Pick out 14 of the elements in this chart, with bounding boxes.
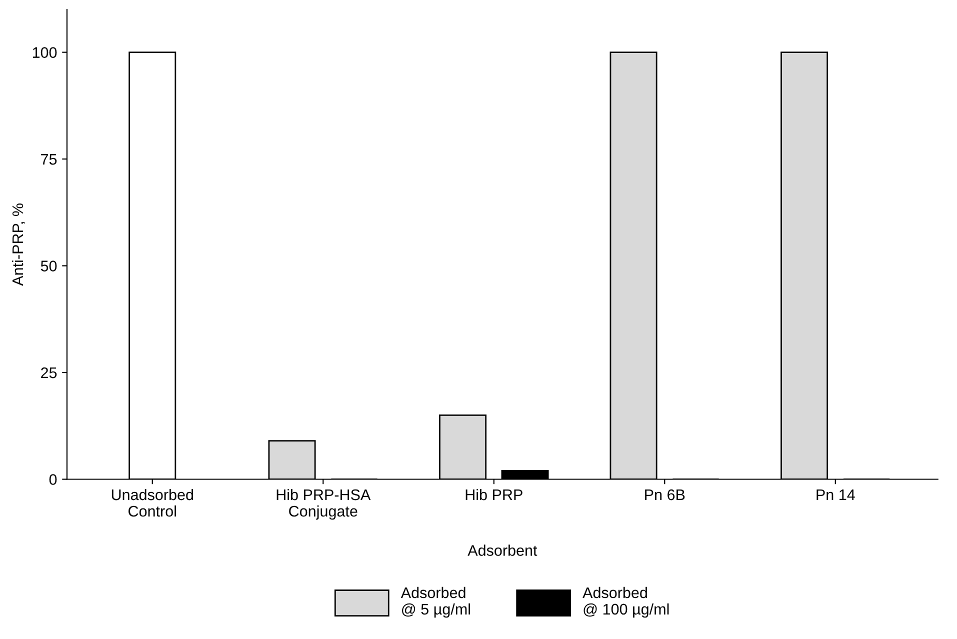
y-tick-label: 75 [41, 154, 57, 165]
y-tick-label: 0 [49, 474, 57, 485]
x-tick-label: Pn 14 [816, 490, 855, 500]
y-tick-label: 50 [40, 260, 57, 272]
y-tick-label: 25 [41, 367, 57, 378]
x-tick-label: Hib PRP-HSA Conjugate [276, 488, 371, 520]
x-tick-label: Pn 6B [645, 489, 685, 500]
x-tick-label: Unadsorbed Control [112, 488, 194, 517]
legend-label: Adsorbed @ 5 µg/ml [400, 586, 470, 618]
y-axis-title: Anti-PRP, % [12, 203, 26, 286]
x-axis-title: Adsorbent [468, 544, 538, 556]
x-tick-label: Hib PRP [466, 488, 522, 500]
y-tick-label: 100 [32, 47, 57, 58]
legend-label: Adsorbed @ 100 µg/ml [582, 586, 669, 618]
